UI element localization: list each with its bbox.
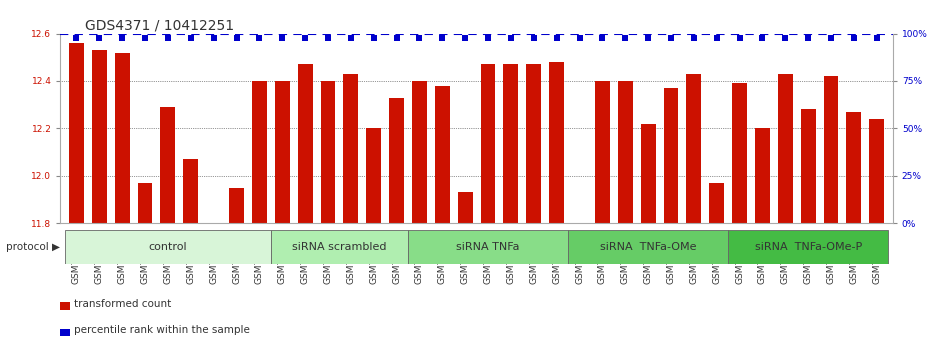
Point [846,35,861,41]
Point [526,35,541,41]
Bar [550,62,565,223]
Bar [92,50,107,223]
Point [206,35,221,41]
Bar [138,183,153,223]
Bar [60,302,70,310]
Point [595,35,610,41]
Bar [275,81,289,223]
Bar [65,230,271,264]
Point [69,35,84,41]
Point [641,35,656,41]
Point [321,35,336,41]
Bar [343,74,358,223]
Bar [618,81,632,223]
Point [732,35,747,41]
Bar [389,98,404,223]
Bar [846,112,861,223]
Bar [435,86,450,223]
Bar [408,230,568,264]
Text: control: control [149,242,187,252]
Bar [229,188,244,223]
Bar [60,329,70,336]
Bar [321,81,336,223]
Point [870,35,884,41]
Bar [366,129,381,223]
Bar [481,64,496,223]
Bar [568,230,728,264]
Text: percentile rank within the sample: percentile rank within the sample [74,325,250,335]
Point [801,35,816,41]
Point [777,35,792,41]
Point [183,35,198,41]
Bar [732,83,747,223]
Bar [664,88,678,223]
Point [366,35,381,41]
Point [710,35,724,41]
Bar [641,124,656,223]
Point [824,35,839,41]
Bar [824,76,839,223]
Bar [755,129,770,223]
Bar [728,230,888,264]
Bar [595,81,610,223]
Bar [503,64,518,223]
Text: GDS4371 / 10412251: GDS4371 / 10412251 [86,18,234,33]
Point [298,35,312,41]
Bar [114,52,129,223]
Point [412,35,427,41]
Bar [801,109,816,223]
Bar [252,81,267,223]
Point [92,35,107,41]
Point [435,35,450,41]
Bar [161,107,176,223]
Bar [777,74,792,223]
Bar [183,159,198,223]
Text: siRNA scrambled: siRNA scrambled [292,242,387,252]
Text: transformed count: transformed count [74,298,172,309]
Bar [458,192,472,223]
Bar [69,43,84,223]
Bar [526,64,541,223]
Bar [686,74,701,223]
Point [138,35,153,41]
Point [481,35,496,41]
Text: siRNA  TNFa-OMe: siRNA TNFa-OMe [600,242,697,252]
Bar [412,81,427,223]
Point [458,35,472,41]
Bar [870,119,884,223]
Point [252,35,267,41]
Text: siRNA  TNFa-OMe-P: siRNA TNFa-OMe-P [754,242,862,252]
Point [686,35,701,41]
Text: siRNA TNFa: siRNA TNFa [457,242,520,252]
Point [229,35,244,41]
Point [389,35,404,41]
Point [161,35,176,41]
Text: protocol ▶: protocol ▶ [7,242,60,252]
Bar [710,183,724,223]
Point [663,35,678,41]
Point [503,35,518,41]
Point [572,35,587,41]
Point [550,35,565,41]
Bar [271,230,408,264]
Point [114,35,129,41]
Point [343,35,358,41]
Point [618,35,632,41]
Point [275,35,290,41]
Bar [298,64,312,223]
Point [755,35,770,41]
